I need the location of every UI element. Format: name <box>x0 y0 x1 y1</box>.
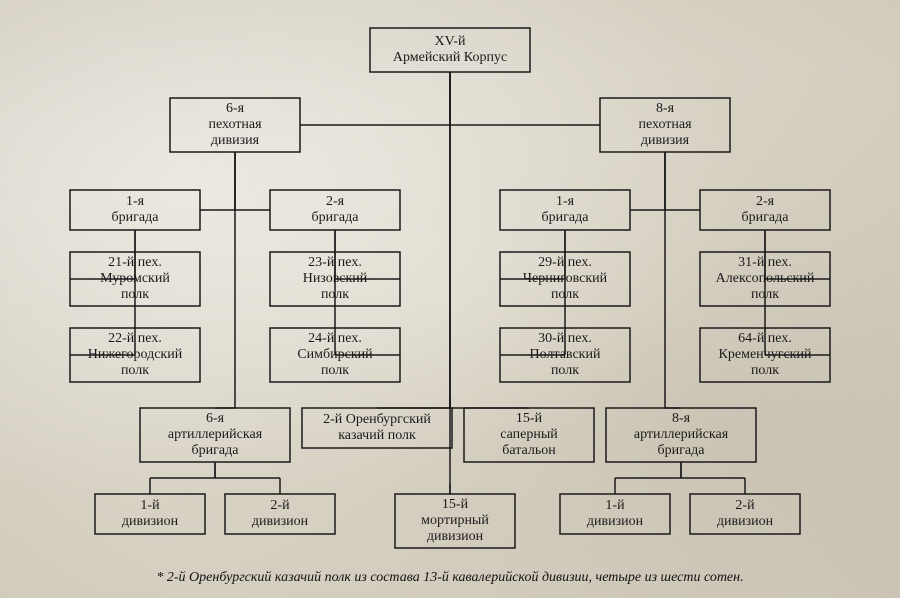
node-r23: 23-й пех. Низовский полк <box>270 252 400 306</box>
node-mort: 15-й мортирный дивизион <box>395 494 515 548</box>
node-sap15: 15-й саперный батальон <box>464 408 594 462</box>
node-art8: 8-я артиллерийская бригада <box>606 408 756 462</box>
node-dv6_2: 2-й дивизион <box>225 494 335 534</box>
node-root: XV-й Армейский Корпус <box>370 28 530 72</box>
node-cos2: 2-й Оренбургский казачий полк <box>302 408 452 448</box>
node-r22: 22-й пех. Нижегородский полк <box>70 328 200 382</box>
node-b6_1: 1-я бригада <box>70 190 200 230</box>
node-r24: 24-й пех. Симбирский полк <box>270 328 400 382</box>
node-r30: 30-й пех. Полтавский полк <box>500 328 630 382</box>
node-b8_1: 1-я бригада <box>500 190 630 230</box>
node-b6_2: 2-я бригада <box>270 190 400 230</box>
node-b8_2: 2-я бригада <box>700 190 830 230</box>
node-d6: 6-я пехотная дивизия <box>170 98 300 152</box>
node-r21: 21-й пех. Муромский полк <box>70 252 200 306</box>
node-dv8_2: 2-й дивизион <box>690 494 800 534</box>
node-d8: 8-я пехотная дивизия <box>600 98 730 152</box>
node-dv8_1: 1-й дивизион <box>560 494 670 534</box>
node-r64: 64-й пех. Кременчугский полк <box>700 328 830 382</box>
org-chart: XV-й Армейский Корпус 6-я пехотная дивизи… <box>0 0 900 598</box>
node-r31: 31-й пех. Алексопольский полк <box>700 252 830 306</box>
footnote: * 2-й Оренбургский казачий полк из соста… <box>0 570 900 586</box>
node-dv6_1: 1-й дивизион <box>95 494 205 534</box>
node-r29: 29-й пех. Черниговский полк <box>500 252 630 306</box>
node-art6: 6-я артиллерийская бригада <box>140 408 290 462</box>
